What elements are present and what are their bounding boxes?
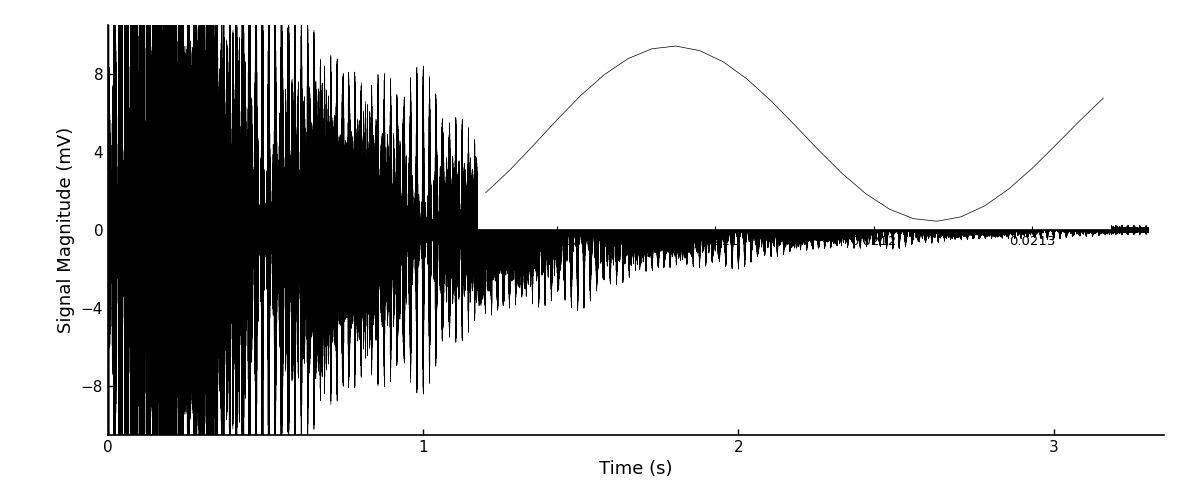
- Y-axis label: Signal Magnitude (mV): Signal Magnitude (mV): [58, 127, 76, 333]
- X-axis label: Time (s): Time (s): [599, 460, 673, 478]
